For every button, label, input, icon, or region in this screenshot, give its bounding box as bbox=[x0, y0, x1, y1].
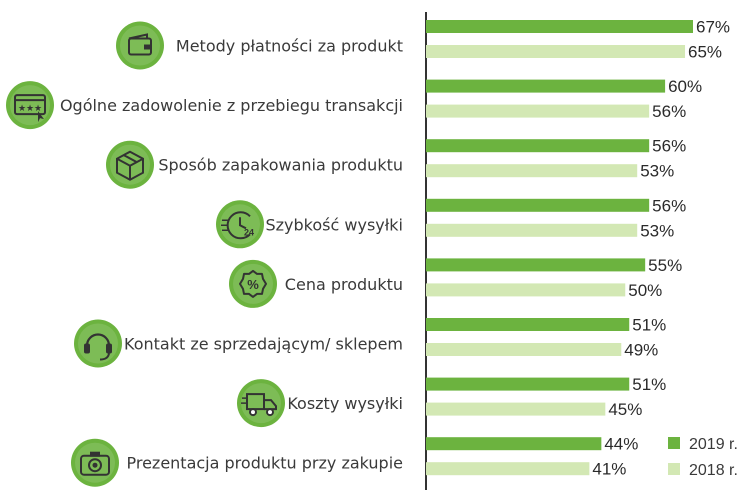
value-label-2018: 65% bbox=[688, 43, 722, 62]
bar-2019 bbox=[426, 20, 693, 33]
bar-2018 bbox=[426, 402, 606, 416]
bar-2018 bbox=[426, 343, 622, 356]
bar-2019 bbox=[426, 258, 646, 272]
value-label-2019: 55% bbox=[648, 256, 682, 275]
value-label-2018: 49% bbox=[624, 341, 658, 360]
legend-label: 2018 r. bbox=[689, 462, 738, 479]
bar-2018 bbox=[426, 164, 638, 178]
bar-2018 bbox=[426, 104, 650, 118]
bar-2019 bbox=[426, 139, 650, 153]
bar-2018 bbox=[426, 462, 590, 476]
svg-text:%: % bbox=[247, 277, 259, 292]
bar-2019 bbox=[426, 79, 666, 93]
category-label: Szybkość wysyłki bbox=[266, 215, 404, 234]
camera-icon bbox=[71, 438, 119, 487]
bar-2019 bbox=[426, 437, 602, 451]
truck-icon bbox=[237, 379, 285, 428]
value-label-2019: 67% bbox=[696, 18, 730, 37]
value-label-2018: 50% bbox=[628, 281, 662, 300]
rating-icon: ★ ★ ★ bbox=[6, 81, 54, 130]
headset-icon bbox=[74, 319, 122, 368]
svg-text:24: 24 bbox=[244, 227, 254, 237]
bar-2018 bbox=[426, 45, 686, 58]
category-label: Metody płatności za produkt bbox=[176, 37, 403, 56]
category-label: Prezentacja produktu przy zakupie bbox=[126, 454, 403, 473]
bar-2018 bbox=[426, 283, 626, 297]
value-label-2019: 56% bbox=[652, 196, 686, 215]
svg-text:★: ★ bbox=[18, 103, 26, 113]
value-label-2018: 45% bbox=[608, 400, 642, 419]
legend-swatch bbox=[668, 463, 680, 475]
percent-icon: % bbox=[229, 259, 277, 308]
value-label-2019: 44% bbox=[604, 435, 638, 454]
value-label-2018: 53% bbox=[640, 221, 674, 240]
category-label: Kontakt ze sprzedającym/ sklepem bbox=[124, 335, 403, 354]
legend-swatch bbox=[668, 437, 680, 449]
svg-text:★: ★ bbox=[34, 103, 42, 113]
value-label-2019: 60% bbox=[668, 77, 702, 96]
delivery-time-icon: 24 bbox=[216, 200, 264, 249]
value-label-2018: 56% bbox=[652, 102, 686, 121]
category-label: Cena produktu bbox=[285, 275, 403, 294]
bar-2018 bbox=[426, 223, 638, 237]
value-label-2018: 53% bbox=[640, 162, 674, 181]
svg-text:★: ★ bbox=[26, 103, 34, 113]
value-label-2019: 51% bbox=[632, 316, 666, 335]
category-label: Sposób zapakowania produktu bbox=[158, 156, 403, 175]
value-label-2018: 41% bbox=[592, 460, 626, 479]
bar-2019 bbox=[426, 377, 630, 391]
value-label-2019: 56% bbox=[652, 137, 686, 156]
package-icon bbox=[106, 140, 154, 189]
wallet-icon bbox=[116, 21, 164, 70]
legend-label: 2019 r. bbox=[689, 436, 738, 453]
bar-2019 bbox=[426, 198, 650, 212]
category-label: Ogólne zadowolenie z przebiegu transakcj… bbox=[60, 96, 403, 115]
value-label-2019: 51% bbox=[632, 375, 666, 394]
category-label: Koszty wysyłki bbox=[287, 394, 403, 413]
bar-2019 bbox=[426, 318, 630, 331]
